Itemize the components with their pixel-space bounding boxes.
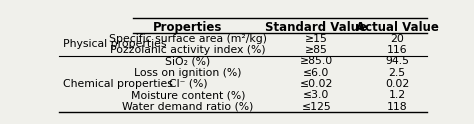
Text: SiO₂ (%): SiO₂ (%) [165, 56, 210, 66]
Text: Chemical properties: Chemical properties [63, 79, 173, 89]
Text: 94.5: 94.5 [385, 56, 409, 66]
Text: 118: 118 [387, 102, 408, 112]
Text: Loss on ignition (%): Loss on ignition (%) [134, 68, 242, 78]
Text: ≥15: ≥15 [305, 34, 328, 44]
Text: 1.2: 1.2 [389, 90, 406, 100]
Text: Actual Value: Actual Value [356, 21, 438, 34]
Text: 20: 20 [390, 34, 404, 44]
Text: ≤3.0: ≤3.0 [303, 90, 329, 100]
Text: Specific surface area (m²/kg): Specific surface area (m²/kg) [109, 34, 267, 44]
Text: Physical properties: Physical properties [63, 39, 166, 49]
Text: ≤0.02: ≤0.02 [300, 79, 333, 89]
Text: ≤6.0: ≤6.0 [303, 68, 329, 78]
Text: 0.02: 0.02 [385, 79, 410, 89]
Text: Moisture content (%): Moisture content (%) [130, 90, 245, 100]
Text: 2.5: 2.5 [389, 68, 406, 78]
Text: Standard Value: Standard Value [265, 21, 367, 34]
Text: ≥85.0: ≥85.0 [300, 56, 333, 66]
Text: 116: 116 [387, 45, 408, 55]
Text: Water demand ratio (%): Water demand ratio (%) [122, 102, 254, 112]
Text: Cl⁻ (%): Cl⁻ (%) [169, 79, 207, 89]
Text: ≤125: ≤125 [301, 102, 331, 112]
Text: Properties: Properties [153, 21, 222, 34]
Text: ≥85: ≥85 [305, 45, 328, 55]
Text: Pozzolanic activity index (%): Pozzolanic activity index (%) [110, 45, 265, 55]
